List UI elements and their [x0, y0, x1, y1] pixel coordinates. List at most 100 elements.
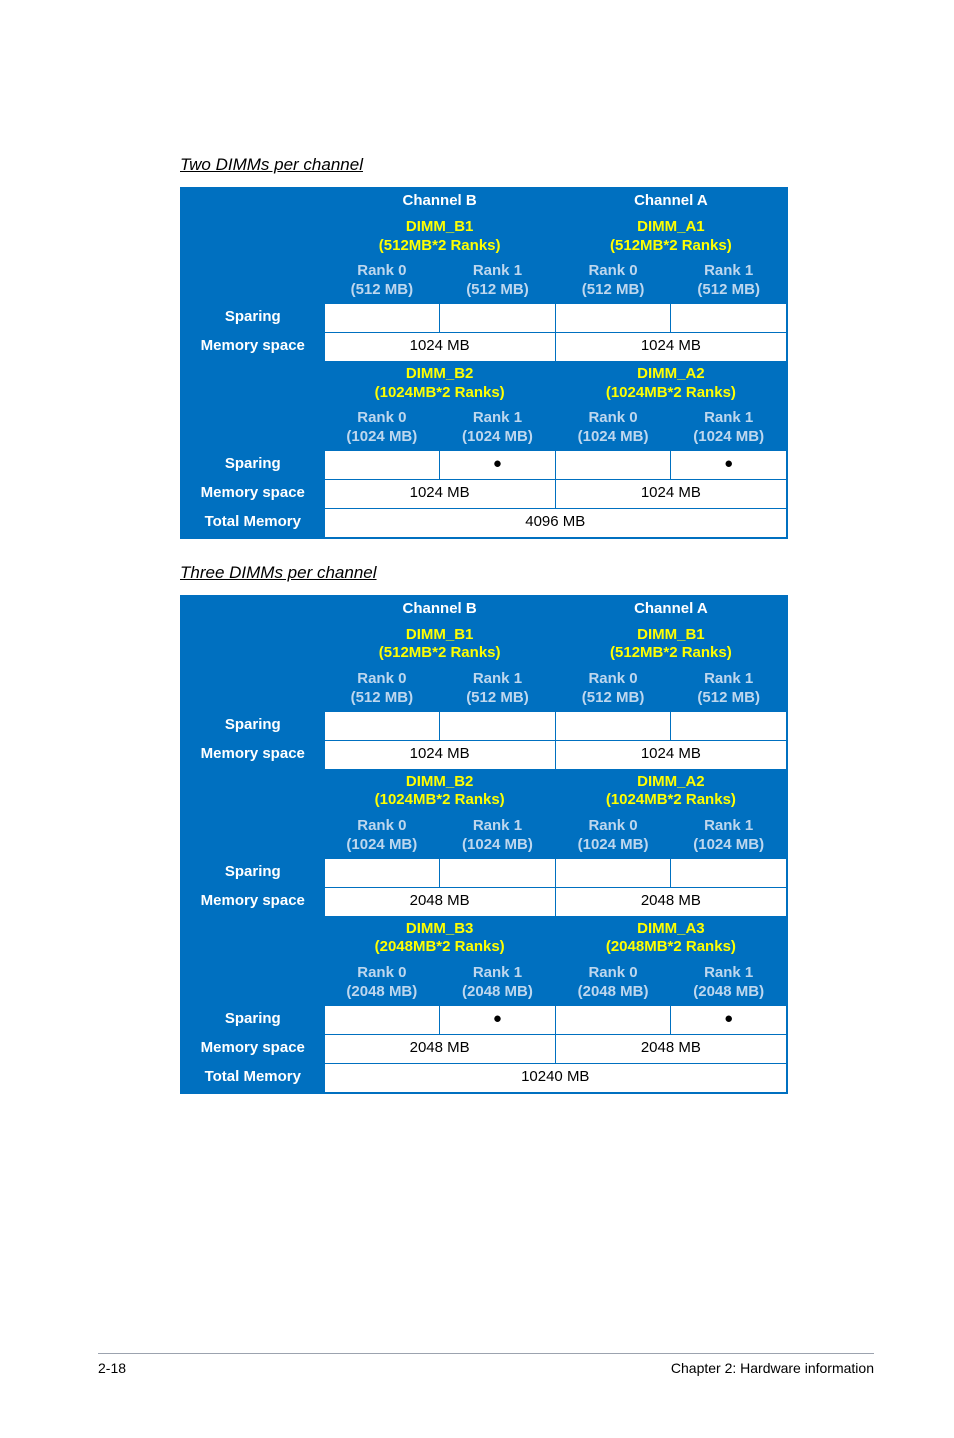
dimm-label: DIMM_A1 [637, 218, 705, 235]
channel-b-header: Channel B [324, 188, 555, 214]
data-cell [671, 711, 787, 740]
data-cell [324, 1005, 440, 1034]
memory-value: 1024 MB [324, 740, 555, 769]
table-two-dimms: Channel B Channel A DIMM_B1 (512MB*2 Ran… [180, 187, 788, 539]
sparing-label: Sparing [181, 450, 324, 479]
rank-size: (512 MB) [582, 689, 645, 706]
data-cell [671, 858, 787, 887]
channel-a-header: Channel A [555, 596, 787, 622]
data-cell [440, 711, 556, 740]
rank-header: Rank 1 (512 MB) [440, 667, 556, 712]
rank-label: Rank 1 [704, 964, 753, 981]
data-cell [324, 450, 440, 479]
data-cell [671, 303, 787, 332]
data-cell [324, 858, 440, 887]
blank-cell [181, 259, 324, 304]
rank-size: (2048 MB) [578, 983, 649, 1000]
data-cell [440, 303, 556, 332]
rank-size: (512 MB) [466, 689, 529, 706]
sparing-label: Sparing [181, 1005, 324, 1034]
rank-size: (512 MB) [697, 281, 760, 298]
rank-header: Rank 0(512 MB) [555, 259, 671, 304]
memory-space-label: Memory space [181, 887, 324, 916]
dimm-ranks: (1024MB*2 Ranks) [375, 791, 505, 808]
dimm-ranks: (512MB*2 Ranks) [379, 237, 501, 254]
rank-size: (512 MB) [351, 689, 414, 706]
rank-size: (512 MB) [697, 689, 760, 706]
dimm-label: DIMM_A3 [637, 920, 705, 937]
blank-cell [181, 596, 324, 667]
memory-value: 1024 MB [555, 332, 787, 361]
dimm-b1-header: DIMM_B1 (512MB*2 Ranks) [324, 214, 555, 259]
dimm-b3-header: DIMM_B3 (2048MB*2 Ranks) [324, 916, 555, 961]
rank-label: Rank 1 [704, 817, 753, 834]
dimm-ranks: (512MB*2 Ranks) [610, 237, 732, 254]
total-memory-value: 10240 MB [324, 1063, 787, 1093]
rank-label: Rank 1 [473, 964, 522, 981]
rank-header: Rank 0(2048 MB) [324, 961, 440, 1006]
rank-size: (1024 MB) [693, 836, 764, 853]
rank-header: Rank 0 (1024 MB) [555, 406, 671, 451]
blank-cell [181, 406, 324, 451]
rank-size: (1024 MB) [462, 428, 533, 445]
memory-value: 2048 MB [324, 887, 555, 916]
rank-size: (2048 MB) [693, 983, 764, 1000]
dimm-a2-header: DIMM_A2 (1024MB*2 Ranks) [555, 769, 787, 814]
dimm-b2-header: DIMM_B2 (1024MB*2 Ranks) [324, 361, 555, 406]
section-title-two-dimms: Two DIMMs per channel [180, 155, 864, 175]
sparing-dot: ● [671, 1005, 787, 1034]
total-memory-label: Total Memory [181, 508, 324, 538]
blank-cell [181, 361, 324, 406]
dimm-ranks: (1024MB*2 Ranks) [606, 384, 736, 401]
rank-size: (1024 MB) [462, 836, 533, 853]
dimm-label: DIMM_B1 [406, 626, 474, 643]
dimm-label: DIMM_B1 [637, 626, 705, 643]
sparing-dot: ● [440, 1005, 556, 1034]
dimm-ranks: (1024MB*2 Ranks) [375, 384, 505, 401]
rank-label: Rank 0 [588, 409, 637, 426]
rank-size: (1024 MB) [346, 836, 417, 853]
rank-header: Rank 0(512 MB) [555, 667, 671, 712]
rank-header: Rank 0(512 MB) [324, 667, 440, 712]
dimm-ranks: (512MB*2 Ranks) [379, 644, 501, 661]
data-cell [324, 711, 440, 740]
dimm-b1-header: DIMM_B1 (512MB*2 Ranks) [324, 622, 555, 667]
rank-label: Rank 1 [704, 409, 753, 426]
rank-header: Rank 0(1024 MB) [324, 814, 440, 859]
channel-b-header: Channel B [324, 596, 555, 622]
rank-label: Rank 1 [473, 670, 522, 687]
dimm-label: DIMM_B2 [406, 773, 474, 790]
blank-cell [181, 916, 324, 961]
dimm-ranks: (1024MB*2 Ranks) [606, 791, 736, 808]
rank-label: Rank 1 [473, 817, 522, 834]
rank-label: Rank 1 [473, 262, 522, 279]
rank-header: Rank 1 (512 MB) [671, 259, 787, 304]
memory-space-label: Memory space [181, 740, 324, 769]
rank-header: Rank 1 (1024 MB) [671, 814, 787, 859]
sparing-label: Sparing [181, 858, 324, 887]
channel-a-header: Channel A [555, 188, 787, 214]
rank-size: (512 MB) [466, 281, 529, 298]
rank-label: Rank 0 [588, 964, 637, 981]
data-cell [555, 450, 671, 479]
rank-size: (1024 MB) [578, 428, 649, 445]
sparing-label: Sparing [181, 303, 324, 332]
rank-label: Rank 1 [704, 262, 753, 279]
table-three-dimms: Channel B Channel A DIMM_B1 (512MB*2 Ran… [180, 595, 788, 1094]
rank-size: (1024 MB) [693, 428, 764, 445]
page-footer: 2-18 Chapter 2: Hardware information [98, 1353, 874, 1376]
dimm-ranks: (2048MB*2 Ranks) [375, 938, 505, 955]
rank-size: (2048 MB) [462, 983, 533, 1000]
rank-header: Rank 1 (2048 MB) [671, 961, 787, 1006]
dimm-label: DIMM_B2 [406, 365, 474, 382]
chapter-title: Chapter 2: Hardware information [671, 1360, 874, 1376]
rank-label: Rank 0 [588, 262, 637, 279]
sparing-dot: ● [671, 450, 787, 479]
rank-header: Rank 1 (2048 MB) [440, 961, 556, 1006]
rank-label: Rank 0 [588, 817, 637, 834]
rank-label: Rank 1 [473, 409, 522, 426]
blank-cell [181, 814, 324, 859]
blank-cell [181, 769, 324, 814]
rank-header: Rank 0(1024 MB) [324, 406, 440, 451]
blank-cell [181, 667, 324, 712]
